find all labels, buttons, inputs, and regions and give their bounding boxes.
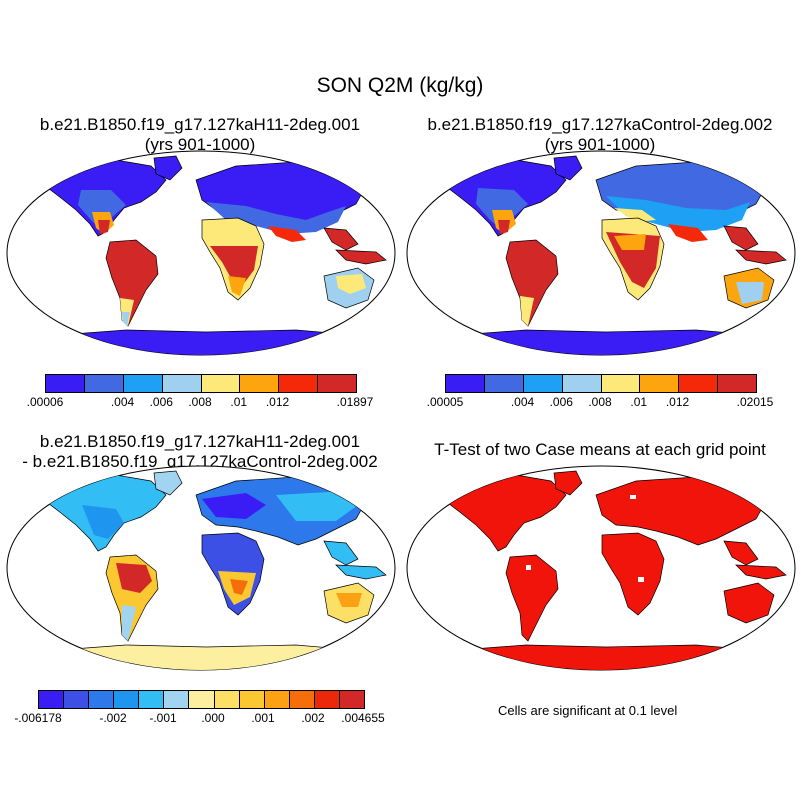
colorbar-difference xyxy=(38,690,365,709)
colorbar-label: -.002 xyxy=(99,711,127,725)
colorbar-label: .012 xyxy=(265,395,290,409)
colorbar-label: .01 xyxy=(630,395,648,409)
main-title: SON Q2M (kg/kg) xyxy=(316,74,484,97)
colorbar-swatch xyxy=(139,691,165,708)
colorbar-swatch xyxy=(562,375,602,392)
colorbar-label: .004655 xyxy=(341,711,385,725)
colorbar-swatch xyxy=(240,375,280,392)
colorbar-label: .004 xyxy=(510,395,535,409)
colorbar-label: .008 xyxy=(188,395,212,409)
significance-note: Cells are significant at 0.1 level xyxy=(498,703,678,718)
colorbar-swatch xyxy=(164,691,190,708)
colorbar-swatch xyxy=(279,375,319,392)
colorbar-swatch xyxy=(339,691,365,708)
map-panel-ttest xyxy=(406,465,796,671)
colorbar-swatch xyxy=(640,375,680,392)
colorbar-swatch xyxy=(718,375,756,392)
colorbar-swatch xyxy=(601,375,641,392)
south-america xyxy=(105,239,159,327)
colorbar-label: -.001 xyxy=(149,711,177,725)
colorbar-label: .002 xyxy=(301,711,325,725)
antarctica xyxy=(14,329,387,355)
colorbar-case-h11 xyxy=(45,374,357,393)
colorbar-label: .004 xyxy=(110,395,135,409)
colorbar-swatch xyxy=(314,691,340,708)
colorbar-swatch xyxy=(114,691,140,708)
colorbar-swatch xyxy=(523,375,563,392)
panel4-title-line1: T-Test of two Case means at each grid po… xyxy=(434,440,766,459)
colorbar-label: .006 xyxy=(149,395,173,409)
colorbar-swatch xyxy=(39,691,65,708)
colorbar-label: .008 xyxy=(588,395,612,409)
colorbar-swatch xyxy=(64,691,90,708)
panel1-title-line2: (yrs 901-1000) xyxy=(144,135,256,154)
panel2-title: b.e21.B1850.f19_g17.127kaControl-2deg.00… xyxy=(405,115,795,155)
panel1-title-line1: b.e21.B1850.f19_g17.127kaH11-2deg.001 xyxy=(39,115,361,134)
panel3-title-line1: b.e21.B1850.f19_g17.127kaH11-2deg.001 xyxy=(39,432,361,451)
colorbar-swatch xyxy=(201,375,241,392)
colorbar-label: .02015 xyxy=(736,395,774,409)
colorbar-label: .01 xyxy=(230,395,248,409)
colorbar-label: .000 xyxy=(201,711,225,725)
colorbar-control xyxy=(445,374,757,393)
colorbar-swatch xyxy=(239,691,265,708)
colorbar-swatch xyxy=(484,375,524,392)
colorbar-label: .01897 xyxy=(336,395,374,409)
colorbar-swatch xyxy=(84,375,124,392)
colorbar-label: .012 xyxy=(665,395,690,409)
colorbar-swatch xyxy=(162,375,202,392)
colorbar-swatch xyxy=(46,375,85,392)
colorbar-swatch xyxy=(318,375,356,392)
colorbar-swatch xyxy=(264,691,290,708)
panel4-title: T-Test of two Case means at each grid po… xyxy=(405,440,795,460)
colorbar-swatch xyxy=(446,375,485,392)
panel1-title: b.e21.B1850.f19_g17.127kaH11-2deg.001 (y… xyxy=(5,115,395,155)
panel2-title-line1: b.e21.B1850.f19_g17.127kaControl-2deg.00… xyxy=(427,115,773,134)
colorbar-label: .001 xyxy=(251,711,275,725)
panel2-title-line2: (yrs 901-1000) xyxy=(544,135,656,154)
colorbar-swatch xyxy=(679,375,719,392)
colorbar-swatch xyxy=(214,691,240,708)
colorbar-swatch xyxy=(123,375,163,392)
map-panel-case-h11 xyxy=(6,150,396,356)
panel3-title: b.e21.B1850.f19_g17.127kaH11-2deg.001 - … xyxy=(5,432,395,472)
panel3-title-line2: - b.e21.B1850.f19_g17.127kaControl-2deg.… xyxy=(22,452,378,471)
colorbar-swatch xyxy=(289,691,315,708)
colorbar-label: .00005 xyxy=(426,395,464,409)
colorbar-label: .006 xyxy=(549,395,573,409)
map-panel-control xyxy=(406,150,796,356)
colorbar-label: .00006 xyxy=(26,395,64,409)
colorbar-swatch xyxy=(89,691,115,708)
map-panel-difference xyxy=(6,465,396,671)
colorbar-label: -.006178 xyxy=(14,711,62,725)
colorbar-swatch xyxy=(189,691,215,708)
